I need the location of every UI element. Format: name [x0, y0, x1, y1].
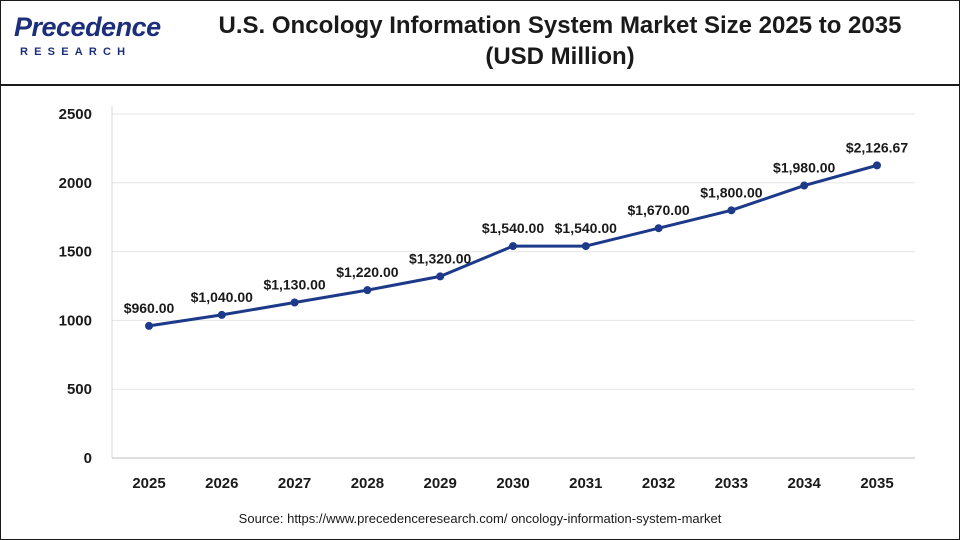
data-label: $1,220.00 — [336, 264, 398, 280]
data-point — [800, 181, 809, 190]
data-label: $1,040.00 — [191, 289, 253, 305]
data-label: $1,540.00 — [482, 220, 544, 236]
x-tick-label: 2029 — [424, 475, 457, 492]
data-label: $1,130.00 — [263, 277, 325, 293]
x-tick-label: 2033 — [715, 475, 748, 492]
brand-logo: Precedence RESEARCH — [14, 12, 164, 72]
x-tick-label: 2028 — [351, 475, 384, 492]
data-point — [290, 298, 299, 307]
data-point — [654, 224, 663, 233]
x-tick-label: 2034 — [788, 475, 822, 492]
x-tick-label: 2031 — [569, 475, 602, 492]
data-point — [436, 272, 445, 281]
data-point — [509, 242, 517, 251]
header: Precedence RESEARCH U.S. Oncology Inform… — [0, 0, 960, 86]
x-axis: 2025 2026 2027 2028 2029 2030 2031 2032 2033 2034… — [132, 475, 893, 492]
data-labels: $960.00 $1,040.00 $1,130.00 $1,220.00 $1,320… — [124, 139, 909, 316]
logo-subtitle: RESEARCH — [20, 46, 132, 58]
source-note: Source: https://www.precedenceresearch.c… — [238, 511, 722, 526]
data-label: $960.00 — [124, 300, 175, 316]
y-tick-label: 500 — [67, 381, 92, 398]
y-axis: 0 500 1000 1500 2000 2500 — [59, 106, 92, 467]
data-point — [581, 242, 590, 251]
data-point — [727, 206, 736, 215]
x-tick-label: 2026 — [205, 475, 238, 492]
x-tick-label: 2032 — [642, 475, 675, 492]
chart-title: U.S. Oncology Information System Market … — [190, 10, 930, 72]
x-tick-label: 2030 — [496, 475, 529, 492]
y-tick-label: 2500 — [59, 106, 92, 123]
data-label: $1,800.00 — [700, 184, 762, 200]
data-label: $1,540.00 — [555, 220, 617, 236]
logo-word: Precedence — [14, 12, 161, 42]
y-tick-label: 0 — [84, 450, 92, 467]
x-tick-label: 2035 — [860, 475, 893, 492]
chart-title-line-1: U.S. Oncology Information System Market … — [218, 12, 902, 39]
data-point — [363, 286, 372, 295]
data-label: $1,670.00 — [627, 202, 689, 218]
data-label: $1,320.00 — [409, 250, 471, 266]
data-label: $1,980.00 — [773, 160, 835, 176]
data-point — [217, 310, 226, 319]
y-tick-label: 1000 — [59, 312, 92, 329]
y-tick-label: 2000 — [59, 175, 92, 192]
x-tick-label: 2027 — [278, 475, 311, 492]
data-points — [145, 161, 881, 330]
x-tick-label: 2025 — [132, 475, 165, 492]
data-point — [873, 161, 881, 170]
grid-lines — [111, 106, 915, 459]
data-point — [145, 321, 153, 330]
y-tick-label: 1500 — [59, 244, 92, 261]
data-label: $2,126.67 — [846, 139, 908, 155]
chart-title-line-2: (USD Million) — [485, 43, 635, 70]
